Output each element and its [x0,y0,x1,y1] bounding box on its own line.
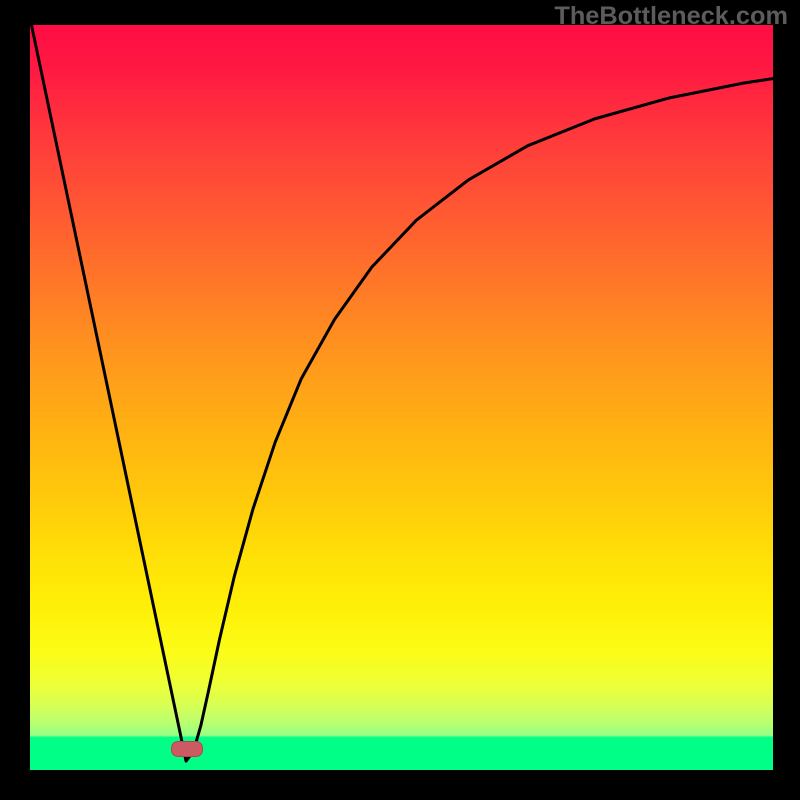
watermark-text: TheBottleneck.com [554,2,788,31]
watermark-label: TheBottleneck.com [554,2,788,30]
bottleneck-curve [30,25,773,770]
optimal-point-marker [171,741,203,757]
